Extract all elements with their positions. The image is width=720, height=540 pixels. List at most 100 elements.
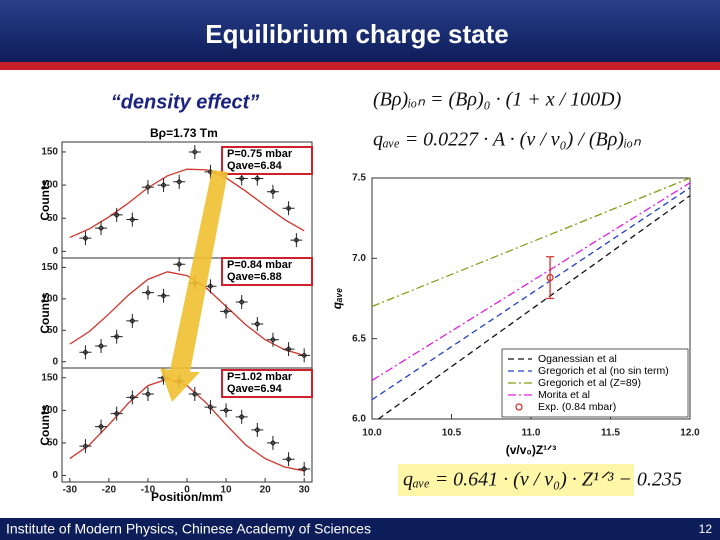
data-point bbox=[266, 184, 279, 199]
header-bar bbox=[0, 0, 720, 62]
x-tick-label: 20 bbox=[260, 485, 272, 496]
data-point bbox=[173, 174, 186, 189]
annotation-box bbox=[221, 369, 313, 398]
y-tick-label: 150 bbox=[41, 262, 58, 273]
panel-title: Bρ=1.73 Tm bbox=[150, 126, 218, 140]
data-point bbox=[298, 348, 311, 363]
data-point bbox=[266, 435, 279, 450]
data-point bbox=[110, 329, 123, 344]
y-tick-label: 150 bbox=[41, 372, 58, 383]
data-point bbox=[141, 387, 154, 402]
x-tick-label: 11.5 bbox=[601, 428, 620, 439]
data-point bbox=[110, 406, 123, 421]
x-tick-label: 12.0 bbox=[680, 428, 700, 439]
formula: qₐᵥₑ = 0.0227 · A · (v / v₀) / (Bρ)ᵢₒₙ bbox=[373, 129, 642, 151]
y-axis-label: Counts bbox=[38, 292, 52, 334]
y-tick-label: 0 bbox=[52, 246, 58, 257]
data-point bbox=[282, 452, 295, 467]
legend-marker bbox=[515, 403, 523, 411]
data-point bbox=[95, 339, 108, 353]
annotation: Qave=6.84 bbox=[227, 160, 283, 172]
data-point bbox=[95, 221, 108, 236]
data-point bbox=[204, 279, 217, 294]
x-tick-label: 10.5 bbox=[442, 428, 462, 439]
formula: qₐᵥₑ = 0.641 · (v / v₀) · Z¹ᐟ³ − 0.235 bbox=[403, 469, 682, 491]
data-point bbox=[266, 332, 279, 347]
y-tick-label: 100 bbox=[41, 405, 58, 416]
formula: (Bρ)ᵢₒₙ = (Bρ)₀ · (1 + x / 100D) bbox=[373, 89, 622, 111]
data-point bbox=[95, 419, 108, 434]
data-point bbox=[282, 201, 295, 216]
series-line bbox=[371, 187, 691, 401]
annotation: P=0.75 mbar bbox=[227, 148, 293, 160]
y-tick-label: 7.0 bbox=[352, 253, 366, 264]
footer-text: Institute of Modern Physics, Chinese Aca… bbox=[6, 521, 371, 537]
footer-bar bbox=[0, 518, 720, 540]
data-point bbox=[298, 461, 311, 476]
data-point bbox=[235, 409, 248, 424]
y-axis-label: Counts bbox=[38, 404, 52, 446]
x-axis-label: (v/v₀)Z¹ᐟ³ bbox=[506, 443, 556, 457]
y-tick-label: 100 bbox=[41, 180, 58, 191]
y-tick-label: 0 bbox=[52, 356, 58, 367]
legend-label: Exp. (0.84 mbar) bbox=[538, 401, 616, 413]
y-tick-label: 50 bbox=[47, 213, 59, 224]
data-point bbox=[220, 304, 233, 319]
x-tick-label: -30 bbox=[63, 485, 78, 496]
x-tick-label: 0 bbox=[184, 485, 190, 496]
x-tick-label: 10.0 bbox=[362, 428, 382, 439]
legend-label: Morita et al bbox=[538, 389, 590, 401]
data-point bbox=[79, 231, 92, 246]
data-point bbox=[141, 285, 154, 300]
data-point bbox=[251, 317, 264, 331]
legend-label: Gregorich et al (Z=89) bbox=[538, 377, 641, 389]
y-tick-label: 6.0 bbox=[352, 414, 366, 425]
data-point bbox=[290, 233, 303, 248]
annotation: Qave=6.88 bbox=[227, 271, 282, 283]
annotation: Qave=6.94 bbox=[227, 383, 283, 395]
data-point bbox=[546, 273, 554, 282]
fit-curve bbox=[69, 168, 305, 239]
data-point bbox=[79, 345, 92, 360]
data-point bbox=[282, 342, 295, 357]
annotation-box bbox=[221, 257, 313, 286]
data-point bbox=[141, 180, 154, 195]
page-number: 12 bbox=[699, 522, 713, 536]
data-point bbox=[173, 257, 186, 272]
y-tick-label: 6.5 bbox=[352, 333, 366, 344]
annotation: P=1.02 mbar bbox=[227, 371, 293, 383]
subtitle: “density effect” bbox=[111, 91, 260, 113]
series-line bbox=[377, 195, 691, 420]
y-tick-label: 50 bbox=[47, 438, 59, 449]
data-point bbox=[204, 400, 217, 415]
y-tick-label: 50 bbox=[47, 325, 59, 336]
x-tick-label: 30 bbox=[299, 485, 311, 496]
data-point bbox=[79, 439, 92, 454]
data-point bbox=[235, 295, 248, 309]
annotation-box bbox=[221, 146, 313, 175]
fit-curve bbox=[69, 271, 305, 357]
slide-title: Equilibrium charge state bbox=[205, 19, 508, 49]
y-tick-label: 150 bbox=[41, 147, 58, 158]
formula-box bbox=[398, 464, 634, 496]
y-axis-label: Counts bbox=[38, 179, 52, 221]
data-point bbox=[157, 178, 170, 193]
annotation: P=0.84 mbar bbox=[227, 259, 293, 271]
series-line bbox=[371, 182, 691, 381]
arrow bbox=[160, 170, 228, 402]
data-point bbox=[220, 403, 233, 418]
error-bar bbox=[546, 256, 555, 300]
y-tick-label: 100 bbox=[41, 293, 58, 304]
y-tick-label: 7.5 bbox=[352, 173, 366, 184]
y-tick-label: 0 bbox=[52, 470, 58, 481]
data-point bbox=[126, 390, 139, 405]
series-line bbox=[371, 177, 691, 308]
y-axis-label: qₐᵥₑ bbox=[330, 288, 344, 310]
x-tick-label: 11.0 bbox=[522, 428, 541, 439]
data-point bbox=[188, 144, 201, 159]
x-tick-label: 10 bbox=[221, 485, 233, 496]
header-stripe bbox=[0, 62, 720, 70]
